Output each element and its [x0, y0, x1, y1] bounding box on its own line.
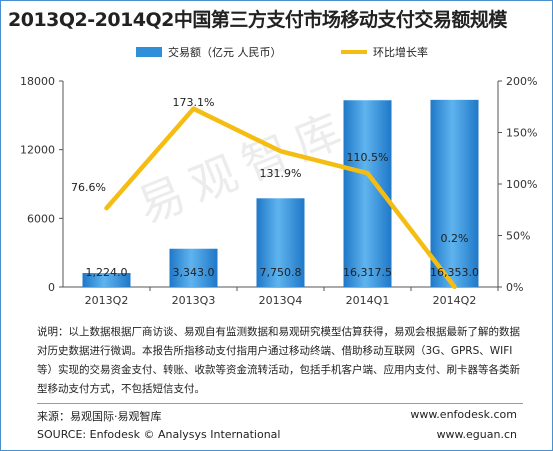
source-en: SOURCE: Enfodesk © Analysys Internationa… [37, 428, 281, 441]
x-tick-label: 2013Q2 [85, 294, 129, 307]
source-cn: 来源：易观国际·易观智库 [37, 410, 162, 423]
url-enfodesk[interactable]: www.enfodesk.com [410, 408, 517, 421]
line-value-label: 131.9% [260, 167, 302, 180]
legend-label-line: 环比增长率 [373, 45, 428, 59]
bar [82, 272, 131, 287]
bar [169, 248, 218, 287]
line-value-label: 110.5% [347, 151, 389, 164]
y-left-tick-label: 18000 [20, 75, 55, 88]
growth-line [104, 106, 457, 290]
bar-value-label: 1,224.0 [86, 266, 128, 279]
x-tick-label: 2014Q2 [433, 294, 477, 307]
footer-divider [37, 403, 523, 404]
bar [430, 99, 479, 287]
y-right-tick-label: 150% [506, 127, 537, 140]
bar [256, 198, 305, 287]
y-right-tick-label: 200% [506, 75, 537, 88]
bar-value-label: 16,317.5 [343, 266, 392, 279]
y-right-tick-label: 0% [506, 281, 523, 294]
y-left-tick-label: 12000 [20, 144, 55, 157]
y-right-tick-label: 50% [506, 230, 530, 243]
x-tick-label: 2013Q3 [172, 294, 216, 307]
legend-swatch-bar [136, 47, 162, 57]
bar-value-label: 16,353.0 [430, 266, 479, 279]
y-left-tick-label: 0 [48, 281, 55, 294]
x-tick-label: 2013Q4 [259, 294, 303, 307]
y-right-tick-label: 100% [506, 178, 537, 191]
bar-value-label: 7,750.8 [260, 266, 302, 279]
chart-note: 说明：以上数据根据厂商访谈、易观自有监测数据和易观研究模型估算获得，易观会根据最… [37, 326, 520, 395]
line-value-label: 76.6% [71, 181, 106, 194]
x-tick-label: 2014Q1 [346, 294, 390, 307]
line-value-label: 173.1% [173, 96, 215, 109]
bar-value-label: 3,343.0 [173, 266, 215, 279]
y-left-tick-label: 6000 [27, 212, 55, 225]
chart-title: 2013Q2-2014Q2中国第三方支付市场移动支付交易额规模 [8, 9, 507, 31]
combo-chart: 0 6000 12000 18000 0% 50% 100% 150% 200% 2013Q2 20… [20, 45, 537, 307]
line-value-label: 0.2% [441, 232, 469, 245]
legend-label-bar: 交易额（亿元 人民币） [168, 45, 282, 59]
url-eguan[interactable]: www.eguan.cn [436, 428, 517, 441]
